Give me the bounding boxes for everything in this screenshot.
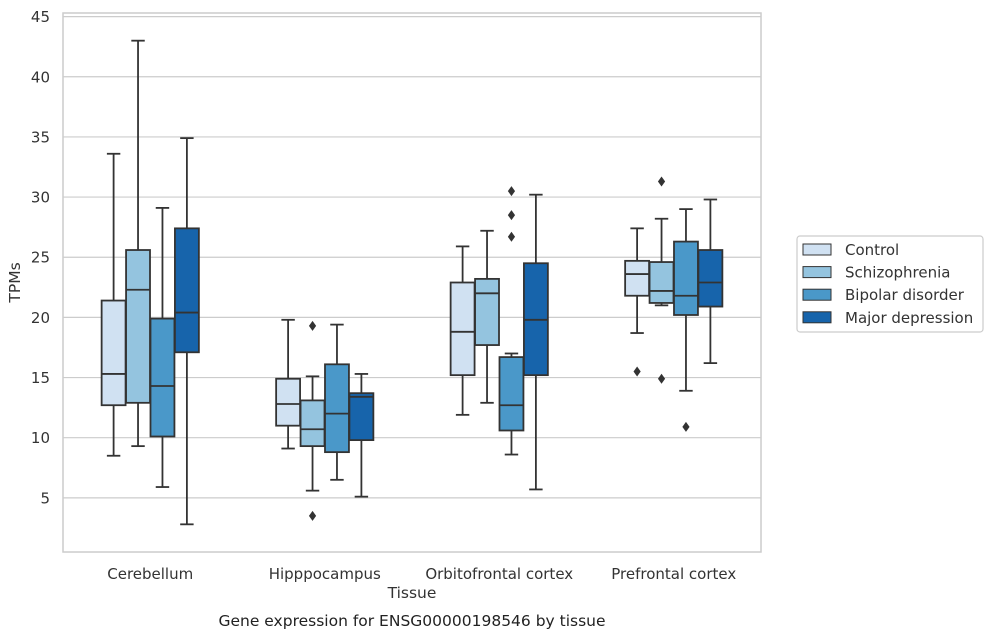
legend: Control Schizophrenia Bipolar disorder Majo…: [796, 235, 984, 333]
box-iqr: [324, 363, 350, 454]
legend-label: Major depression: [845, 309, 973, 327]
box-schizophrenia: [125, 39, 151, 448]
plot-frame: [62, 12, 762, 553]
box-iqr: [498, 356, 525, 432]
box-iqr: [673, 240, 699, 316]
y-tick-labels: 5 10 15 20 25 30 35 40 45: [31, 8, 50, 507]
y-tick-label: 40: [31, 68, 50, 86]
legend-swatch: [802, 243, 832, 256]
box-major-depression: [348, 373, 375, 498]
y-tick-label: 30: [31, 189, 50, 207]
outlier-point: [507, 231, 516, 242]
box-iqr: [474, 277, 500, 346]
box-bipolar-disorder: [498, 186, 525, 456]
x-tick-label: Prefrontal cortex: [611, 565, 736, 583]
outlier-point: [682, 421, 690, 432]
y-tick-label: 25: [31, 249, 50, 267]
legend-label: Schizophrenia: [845, 264, 950, 282]
box-control: [275, 318, 301, 450]
box-iqr: [624, 259, 650, 297]
box-control: [449, 245, 476, 416]
legend-frame: [796, 235, 984, 333]
box-major-depression: [523, 193, 549, 491]
figure-caption: Gene expression for ENSG00000198546 by t…: [218, 612, 605, 630]
box-iqr: [348, 392, 375, 442]
legend-swatch: [802, 311, 832, 324]
box-major-depression: [697, 198, 724, 365]
box-bipolar-disorder: [673, 208, 699, 432]
box-iqr: [648, 261, 675, 304]
y-tick-label: 15: [31, 369, 50, 387]
box-iqr: [299, 399, 326, 448]
y-tick-label: 35: [31, 128, 50, 146]
box-control: [100, 152, 127, 457]
outlier-point: [308, 510, 317, 521]
box-iqr: [449, 281, 476, 377]
box-iqr: [275, 377, 301, 427]
box-series: [100, 39, 724, 526]
legend-label: Control: [845, 241, 899, 259]
x-tick-label: Hipppocampus: [269, 565, 381, 583]
outlier-point: [657, 176, 666, 187]
box-bipolar-disorder: [324, 323, 350, 481]
x-tick-labels: Cerebellum Hipppocampus Orbitofrontal cort…: [107, 565, 736, 583]
box-iqr: [174, 227, 200, 354]
legend-swatch: [802, 288, 832, 301]
outlier-point: [633, 366, 641, 377]
legend-label: Bipolar disorder: [845, 286, 965, 304]
outlier-point: [507, 186, 516, 197]
y-tick-label: 20: [31, 309, 50, 327]
box-schizophrenia: [648, 176, 675, 384]
y-axis-label: TPMs: [6, 262, 24, 303]
y-tick-label: 10: [31, 429, 50, 447]
box-schizophrenia: [474, 229, 500, 404]
box-iqr: [149, 317, 176, 438]
box-control: [624, 227, 650, 377]
box-major-depression: [174, 137, 200, 526]
box-bipolar-disorder: [149, 207, 176, 488]
box-schizophrenia: [299, 320, 326, 521]
outlier-point: [308, 320, 317, 331]
outlier-point: [507, 210, 516, 221]
legend-swatch: [802, 266, 832, 279]
y-tick-label: 5: [40, 489, 50, 507]
x-tick-label: Cerebellum: [107, 565, 193, 583]
box-iqr: [100, 299, 127, 407]
box-iqr: [125, 249, 151, 404]
outlier-point: [657, 373, 666, 384]
box-iqr: [697, 249, 724, 308]
x-tick-label: Orbitofrontal cortex: [425, 565, 573, 583]
x-axis-label: Tissue: [387, 584, 437, 602]
y-tick-label: 45: [31, 8, 50, 26]
